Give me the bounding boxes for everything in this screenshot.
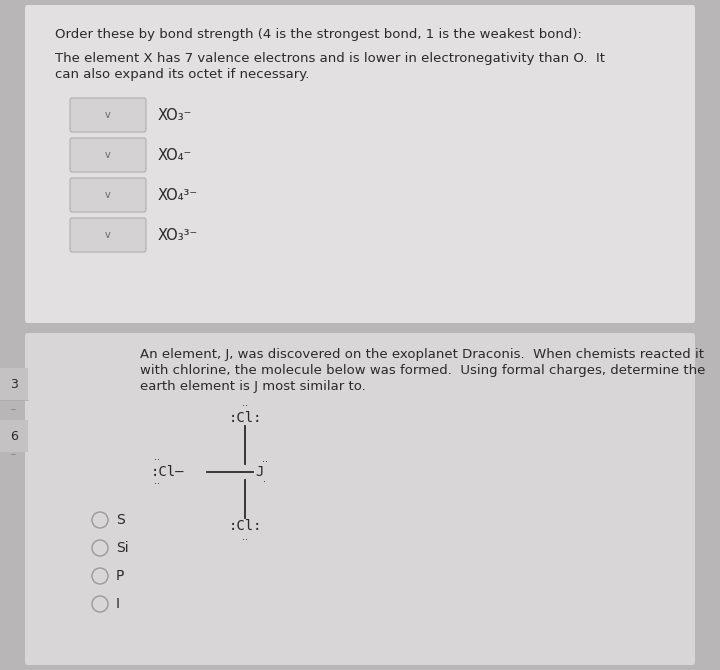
FancyBboxPatch shape <box>70 138 146 172</box>
Text: :Cl:: :Cl: <box>228 411 262 425</box>
Text: with chlorine, the molecule below was formed.  Using formal charges, determine t: with chlorine, the molecule below was fo… <box>140 364 706 377</box>
Text: earth element is J most similar to.: earth element is J most similar to. <box>140 380 366 393</box>
Text: v: v <box>105 190 111 200</box>
Text: can also expand its octet if necessary.: can also expand its octet if necessary. <box>55 68 310 81</box>
Text: Order these by bond strength (4 is the strongest bond, 1 is the weakest bond):: Order these by bond strength (4 is the s… <box>55 28 582 41</box>
Text: XO₄³⁻: XO₄³⁻ <box>158 188 198 202</box>
Text: ··: ·· <box>242 535 248 545</box>
Text: P: P <box>116 569 125 583</box>
Text: v: v <box>105 230 111 240</box>
Text: 3: 3 <box>10 377 18 391</box>
FancyBboxPatch shape <box>70 218 146 252</box>
Text: ··: ·· <box>154 479 160 489</box>
FancyBboxPatch shape <box>0 420 28 452</box>
FancyBboxPatch shape <box>25 5 695 323</box>
Text: XO₃³⁻: XO₃³⁻ <box>158 228 198 243</box>
Text: J: J <box>255 465 264 479</box>
Text: An element, J, was discovered on the exoplanet Draconis.  When chemists reacted : An element, J, was discovered on the exo… <box>140 348 704 361</box>
Text: ·: · <box>264 477 266 487</box>
Circle shape <box>92 596 108 612</box>
FancyBboxPatch shape <box>70 178 146 212</box>
Text: --: -- <box>11 450 17 460</box>
Text: I: I <box>116 597 120 611</box>
FancyBboxPatch shape <box>0 368 28 400</box>
Text: XO₃⁻: XO₃⁻ <box>158 107 192 123</box>
Circle shape <box>92 512 108 528</box>
Text: ··: ·· <box>262 457 268 467</box>
Text: v: v <box>105 150 111 160</box>
Text: :Cl—: :Cl— <box>150 465 184 479</box>
Text: v: v <box>105 110 111 120</box>
FancyBboxPatch shape <box>70 98 146 132</box>
Text: 6: 6 <box>10 429 18 442</box>
Text: ··: ·· <box>242 401 248 411</box>
Circle shape <box>92 540 108 556</box>
Circle shape <box>92 568 108 584</box>
Text: S: S <box>116 513 125 527</box>
Text: XO₄⁻: XO₄⁻ <box>158 147 192 163</box>
Text: Si: Si <box>116 541 129 555</box>
Text: ··: ·· <box>154 455 160 465</box>
FancyBboxPatch shape <box>25 333 695 665</box>
Text: --: -- <box>11 405 17 415</box>
Text: :Cl:: :Cl: <box>228 519 262 533</box>
Text: The element X has 7 valence electrons and is lower in electronegativity than O. : The element X has 7 valence electrons an… <box>55 52 605 65</box>
